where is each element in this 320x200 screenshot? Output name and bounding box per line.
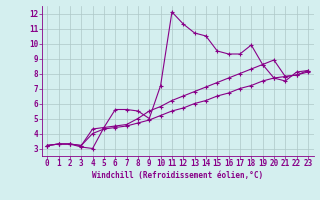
X-axis label: Windchill (Refroidissement éolien,°C): Windchill (Refroidissement éolien,°C) (92, 171, 263, 180)
